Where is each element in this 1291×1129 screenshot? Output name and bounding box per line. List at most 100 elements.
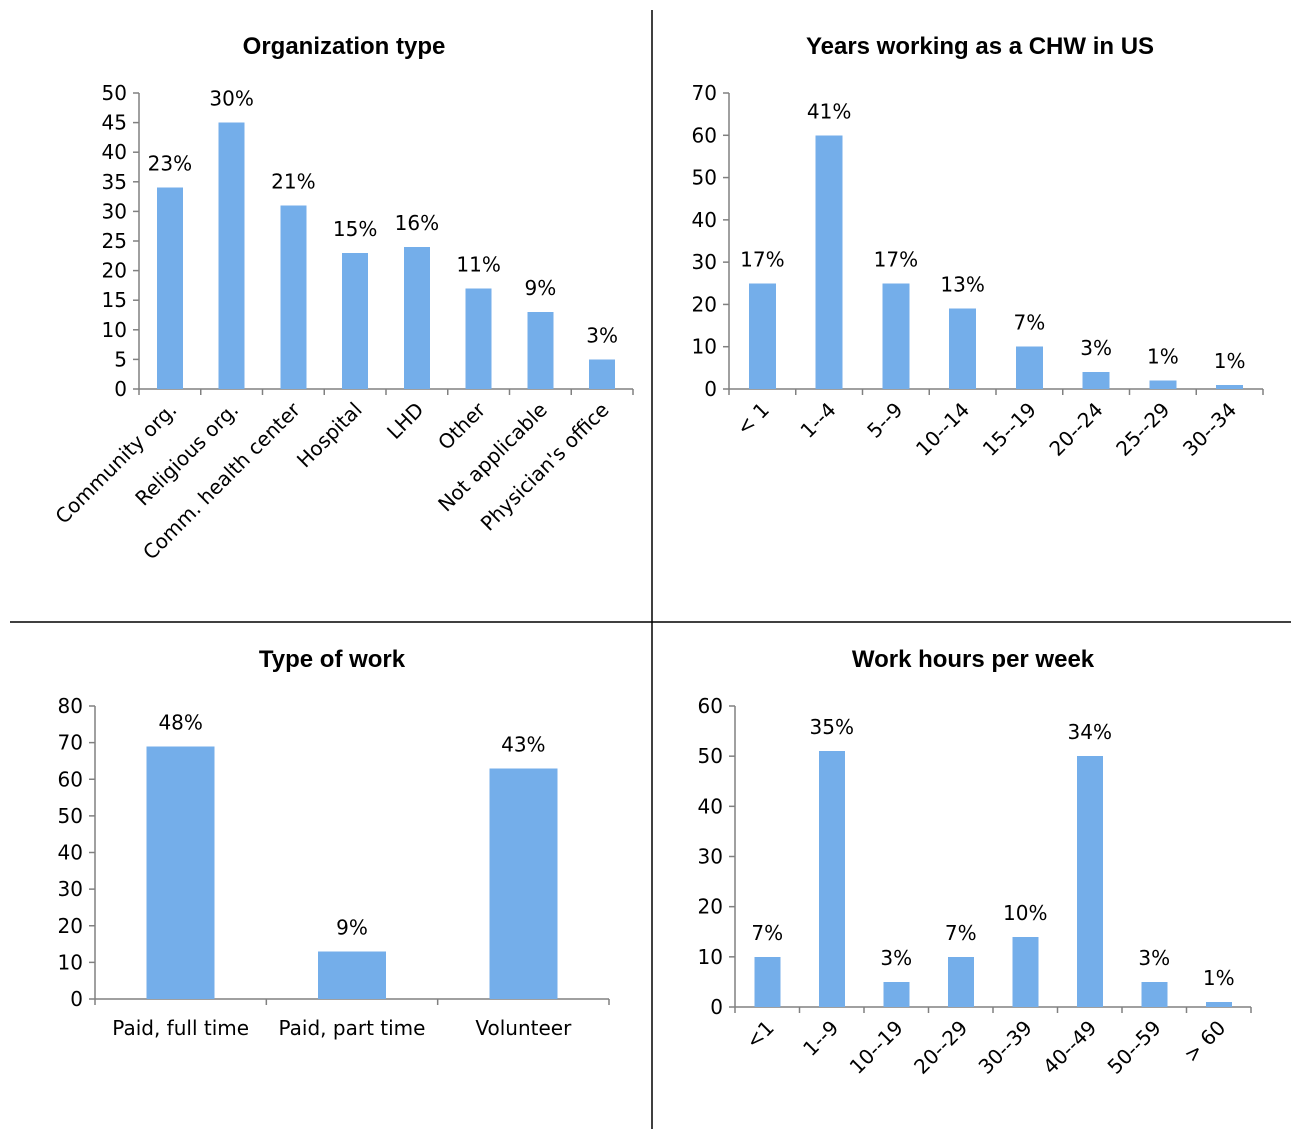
bar-group: 0 10 20 30 40 50 60 70 80 48% Paid, full time 9% Pai… xyxy=(58,694,610,1040)
chart-title: Years working as a CHW in US xyxy=(806,33,1154,60)
y-tick-label: 20 xyxy=(692,292,717,316)
data-label: 3% xyxy=(1138,946,1170,970)
y-tick-label: 20 xyxy=(102,259,127,283)
bar-paid-part-time xyxy=(318,951,386,999)
category-label: 10--19 xyxy=(845,1016,908,1079)
category-label: Volunteer xyxy=(475,1016,572,1040)
category-label: 30--39 xyxy=(974,1016,1037,1079)
bar-20-24 xyxy=(1082,372,1110,389)
y-tick-label: 30 xyxy=(698,845,723,869)
chart-title: Work hours per week xyxy=(852,646,1095,673)
y-tick-label: 50 xyxy=(102,81,127,105)
bar-5-9 xyxy=(882,283,910,389)
bar-20-29 xyxy=(947,956,974,1007)
bar-10-19 xyxy=(883,981,910,1007)
category-label: 1--9 xyxy=(798,1016,843,1061)
data-label: 34% xyxy=(1068,720,1112,744)
bar-other xyxy=(465,288,492,389)
y-tick-label: 10 xyxy=(102,318,127,342)
y-tick-label: 10 xyxy=(58,950,83,974)
y-tick-label: 0 xyxy=(710,995,723,1019)
category-label: <1 xyxy=(741,1016,779,1054)
y-tick-label: 70 xyxy=(58,731,83,755)
data-label: 7% xyxy=(751,921,783,945)
data-label: 3% xyxy=(1080,336,1112,360)
y-tick-label: 30 xyxy=(58,877,83,901)
category-label: LHD xyxy=(382,398,428,444)
data-label: 7% xyxy=(945,921,977,945)
category-label: 50--59 xyxy=(1103,1016,1166,1079)
bar-group: 0 10 20 30 40 50 60 70 17% < 1 41% 1--4 17% 5--9 13% 10… xyxy=(692,81,1264,461)
y-tick-label: 50 xyxy=(692,166,717,190)
y-tick-label: 30 xyxy=(692,250,717,274)
bar-religious-org xyxy=(218,122,245,389)
y-tick-label: 40 xyxy=(698,794,723,818)
bar-25-29 xyxy=(1149,380,1177,389)
y-tick-label: 10 xyxy=(692,335,717,359)
category-label: < 1 xyxy=(732,398,774,440)
bar-1-4 xyxy=(815,135,843,389)
bar-30-34 xyxy=(1216,384,1244,389)
y-tick-label: 40 xyxy=(58,841,83,865)
category-label: 20--29 xyxy=(909,1016,972,1079)
category-label: 30--34 xyxy=(1178,398,1241,461)
category-label: 10--14 xyxy=(911,398,974,461)
chart-title: Organization type xyxy=(243,33,446,60)
chart-title: Type of work xyxy=(259,646,406,673)
category-label: 1--4 xyxy=(795,398,840,443)
y-tick-label: 40 xyxy=(102,140,127,164)
y-tick-label: 20 xyxy=(58,914,83,938)
category-label: 5--9 xyxy=(862,398,907,443)
y-tick-label: 25 xyxy=(102,229,127,253)
y-tick-label: 0 xyxy=(114,377,127,401)
bar-volunteer xyxy=(489,768,558,999)
category-label: 15--19 xyxy=(978,398,1041,461)
data-label: 1% xyxy=(1203,966,1235,990)
bar-comm-health-center xyxy=(280,205,307,389)
data-label: 15% xyxy=(333,217,377,241)
data-label: 35% xyxy=(810,715,854,739)
y-tick-label: 50 xyxy=(698,744,723,768)
data-label: 41% xyxy=(807,99,851,123)
data-label: 7% xyxy=(1014,311,1046,335)
chart-work-hours: Work hours per week 0 10 20 30 40 50 60 7% <1 35%… xyxy=(698,646,1252,1079)
bar-not-applicable xyxy=(527,312,554,389)
y-tick-label: 80 xyxy=(58,694,83,718)
y-tick-label: 15 xyxy=(102,288,127,312)
category-label: 40--49 xyxy=(1038,1016,1101,1079)
chart-years-working: Years working as a CHW in US 0 10 20 30 40 50… xyxy=(692,33,1264,461)
y-tick-label: 30 xyxy=(102,199,127,223)
data-label: 21% xyxy=(271,169,315,193)
y-tick-label: 45 xyxy=(102,111,127,135)
data-label: 13% xyxy=(940,273,984,297)
data-label: 1% xyxy=(1214,349,1246,373)
bar-paid-full-time xyxy=(146,746,215,999)
data-label: 10% xyxy=(1003,901,1047,925)
data-label: 9% xyxy=(336,915,368,939)
bar-50-59 xyxy=(1141,981,1168,1007)
category-label: 25--29 xyxy=(1111,398,1174,461)
y-tick-label: 5 xyxy=(114,347,127,371)
category-label: Not applicable xyxy=(433,398,552,517)
bar-community-org xyxy=(156,187,183,389)
y-tick-label: 20 xyxy=(698,895,723,919)
chart-type-of-work: Type of work 0 10 20 30 40 50 60 70 80 48% Paid, f… xyxy=(58,646,610,1040)
y-tick-label: 50 xyxy=(58,804,83,828)
bar-30-39 xyxy=(1012,936,1039,1007)
data-label: 3% xyxy=(586,323,618,347)
category-label: 20--24 xyxy=(1044,398,1107,461)
category-label: Paid, part time xyxy=(279,1016,426,1040)
y-tick-label: 60 xyxy=(698,694,723,718)
bar-15-19 xyxy=(1015,346,1043,389)
category-label: > 60 xyxy=(1179,1016,1230,1067)
data-label: 11% xyxy=(456,252,500,276)
y-tick-label: 70 xyxy=(692,81,717,105)
data-label: 17% xyxy=(874,247,918,271)
bar-physician-s-office xyxy=(589,359,616,389)
bar-hospital xyxy=(342,252,369,389)
bar-group: 0 10 20 30 40 50 60 7% <1 35% 1--9 3% 10--19 7% 20--29… xyxy=(698,694,1252,1079)
data-label: 43% xyxy=(501,732,545,756)
y-tick-label: 60 xyxy=(692,123,717,147)
